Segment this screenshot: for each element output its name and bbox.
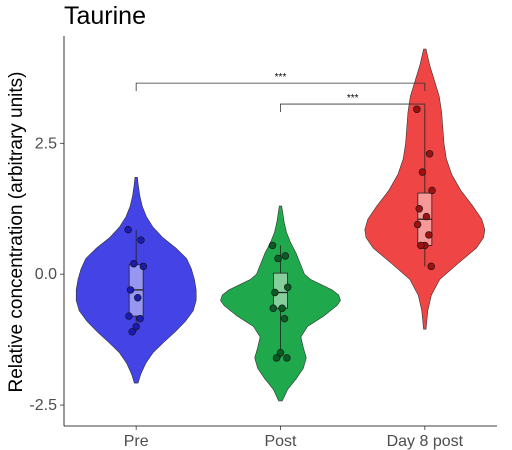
data-point xyxy=(269,304,277,312)
data-point xyxy=(428,186,436,195)
data-point xyxy=(284,283,292,291)
data-point xyxy=(136,314,144,323)
y-tick-label: 2.5 xyxy=(35,135,57,152)
significance-bracket xyxy=(135,82,426,92)
x-tick-label: Day 8 post xyxy=(387,433,464,450)
data-point xyxy=(417,241,425,250)
data-point xyxy=(271,288,279,297)
data-point xyxy=(427,262,435,271)
data-point xyxy=(128,328,136,336)
data-point xyxy=(274,254,282,263)
data-point xyxy=(134,294,142,302)
data-point xyxy=(139,262,148,271)
x-tick-label: Pre xyxy=(124,433,149,450)
chart-title: Taurine xyxy=(64,2,146,30)
violin-pre xyxy=(75,177,197,384)
data-point xyxy=(425,150,434,158)
data-point xyxy=(126,286,135,294)
data-point xyxy=(276,349,285,357)
data-point xyxy=(413,105,421,113)
data-point xyxy=(132,322,140,331)
data-point xyxy=(281,252,289,260)
data-point xyxy=(137,236,145,244)
significance-bracket xyxy=(280,103,426,113)
data-point xyxy=(125,312,133,320)
data-point xyxy=(280,314,289,323)
data-point xyxy=(130,260,138,268)
y-tick-label: -2.5 xyxy=(29,397,57,414)
violin-post xyxy=(220,205,341,402)
data-point xyxy=(283,354,291,362)
data-point xyxy=(418,168,427,176)
data-point xyxy=(413,220,422,229)
y-axis-label: Relative concentration (arbitrary units) xyxy=(6,71,27,392)
data-point xyxy=(272,354,281,362)
data-point xyxy=(124,225,132,234)
data-point xyxy=(278,304,286,312)
data-point xyxy=(422,212,431,221)
x-tick-label: Post xyxy=(264,433,297,450)
data-point xyxy=(268,241,277,250)
plot-area: *** *** xyxy=(75,48,486,402)
data-point xyxy=(415,205,423,213)
data-point xyxy=(425,231,433,239)
y-tick-label: 0.0 xyxy=(35,266,57,283)
significance-label: *** xyxy=(347,93,359,104)
significance-label: *** xyxy=(275,72,287,83)
